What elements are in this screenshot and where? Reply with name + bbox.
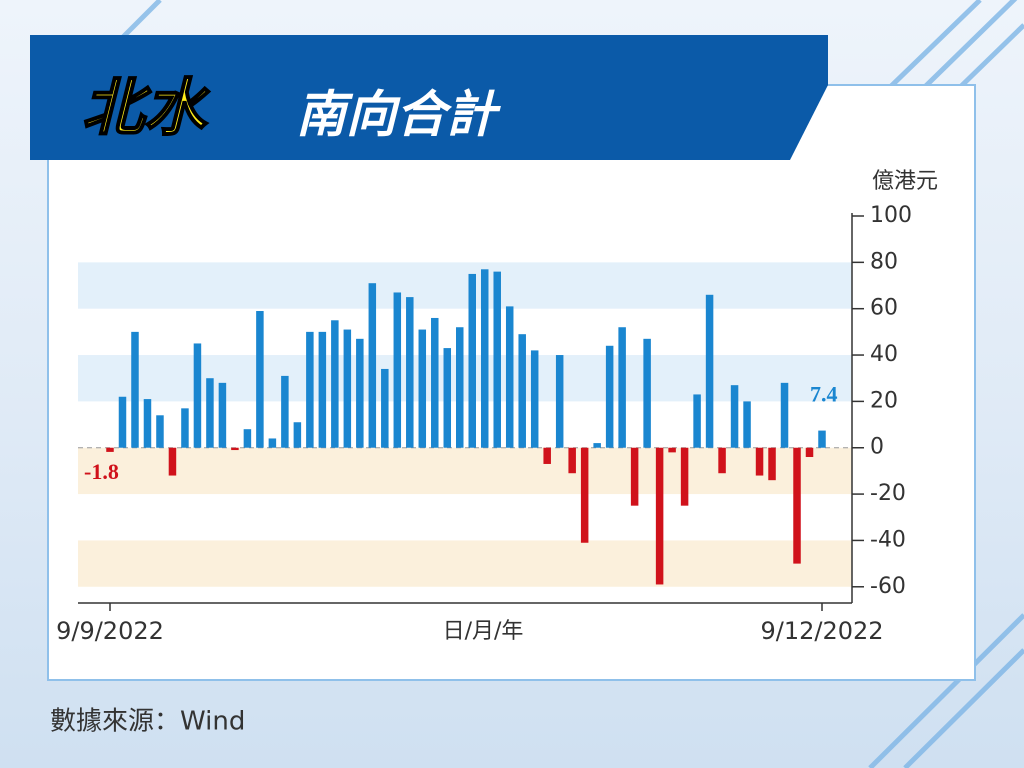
bar	[780, 382, 789, 448]
bar	[206, 378, 214, 448]
x-label: 日/月/年	[443, 619, 524, 644]
title-part: 南向合計	[296, 86, 501, 144]
bar	[256, 311, 264, 448]
bar	[431, 317, 439, 448]
bar	[543, 447, 551, 464]
bar	[118, 396, 127, 448]
bar	[555, 355, 564, 448]
bar	[793, 447, 801, 564]
y-tick-label: 20	[870, 388, 898, 413]
bar	[281, 375, 289, 448]
bar	[643, 338, 651, 448]
banner	[30, 35, 828, 160]
y-tick-label: -20	[870, 481, 906, 506]
y-tick-label: 100	[870, 203, 912, 228]
bar	[243, 429, 252, 448]
bar	[106, 447, 114, 452]
source: 數據來源：Wind	[50, 707, 245, 737]
bar	[318, 331, 327, 448]
y-tick-label: 80	[870, 249, 898, 274]
bar	[768, 447, 776, 481]
bar	[530, 350, 539, 448]
bar	[131, 331, 139, 448]
bar	[493, 271, 501, 448]
bar	[393, 292, 402, 448]
bar	[368, 283, 377, 448]
bar	[693, 394, 701, 448]
bar	[680, 447, 689, 506]
bar	[755, 447, 764, 476]
y-tick-label: -40	[870, 527, 906, 552]
bar	[718, 447, 726, 474]
bar	[605, 345, 614, 448]
bar	[381, 368, 389, 448]
bar	[306, 331, 314, 448]
bar	[730, 385, 739, 448]
bar	[218, 382, 227, 448]
bar	[268, 438, 277, 448]
bar	[505, 306, 514, 448]
bar	[480, 269, 489, 448]
bar	[518, 334, 526, 448]
bar	[568, 447, 576, 474]
x-tick-label: 9/12/2022	[760, 617, 883, 645]
bar	[743, 401, 751, 448]
band	[78, 262, 852, 309]
bar	[630, 447, 639, 506]
bar	[143, 399, 152, 448]
bar	[443, 348, 452, 448]
value-label: -1.8	[84, 459, 119, 484]
bar	[168, 447, 177, 476]
bar	[618, 327, 626, 448]
title-part: 北水	[82, 71, 210, 144]
bar	[468, 273, 476, 448]
y-tick-label: 0	[870, 435, 884, 460]
y-tick-label: 40	[870, 342, 898, 367]
bar	[805, 447, 814, 458]
bar	[705, 294, 714, 448]
bar	[655, 447, 664, 585]
bar	[343, 329, 352, 448]
bar	[580, 447, 589, 543]
bar	[331, 320, 339, 448]
bar	[181, 408, 189, 448]
bar	[193, 343, 202, 448]
band	[78, 540, 852, 587]
x-tick-label: 9/9/2022	[56, 617, 164, 645]
y-tick-label: 60	[870, 296, 898, 321]
bar	[456, 327, 464, 448]
bar	[156, 415, 164, 448]
bar	[356, 338, 364, 448]
bar	[293, 422, 302, 448]
bar	[418, 329, 427, 448]
bar	[818, 430, 826, 448]
band	[78, 447, 852, 495]
bar	[593, 443, 601, 448]
bar	[231, 447, 239, 451]
bar	[668, 447, 676, 453]
bar	[406, 297, 414, 448]
y-unit: 億港元	[872, 169, 938, 194]
y-tick-label: -60	[870, 574, 906, 599]
value-label: 7.4	[810, 382, 838, 407]
